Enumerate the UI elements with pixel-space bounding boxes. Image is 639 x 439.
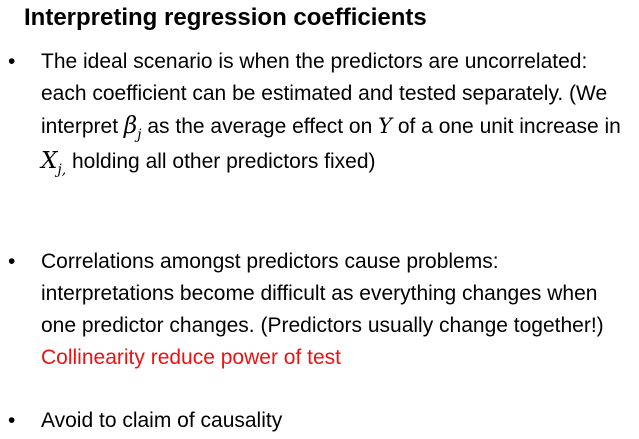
beta-subscript: j — [137, 127, 142, 143]
text-segment: as the average effect on — [141, 115, 379, 138]
beta-symbol: β — [123, 113, 138, 139]
bullet-text: Avoid to claim of causality — [41, 409, 283, 432]
bullet-text: The ideal scenario is when the predictor… — [41, 46, 637, 180]
text-segment: of a one unit increase in — [392, 115, 621, 138]
slide-title: Interpreting regression coefficients — [24, 4, 427, 31]
text-segment: holding all other predictors fixed) — [66, 150, 376, 173]
collinearity-emphasis: Collinearity reduce power of test — [41, 346, 341, 369]
x-symbol: X — [41, 148, 58, 174]
text-segment: Correlations amongst predictors cause pr… — [41, 250, 604, 337]
bullet-dot-icon: • — [8, 409, 16, 432]
text-segment: The ideal scenario is when the predictor… — [41, 50, 608, 138]
y-symbol: Y — [378, 114, 392, 138]
x-subscript: j, — [57, 162, 67, 178]
bullet-dot-icon: • — [8, 250, 16, 273]
bullet-dot-icon: • — [8, 50, 16, 73]
bullet-text: Correlations amongst predictors cause pr… — [41, 246, 637, 374]
